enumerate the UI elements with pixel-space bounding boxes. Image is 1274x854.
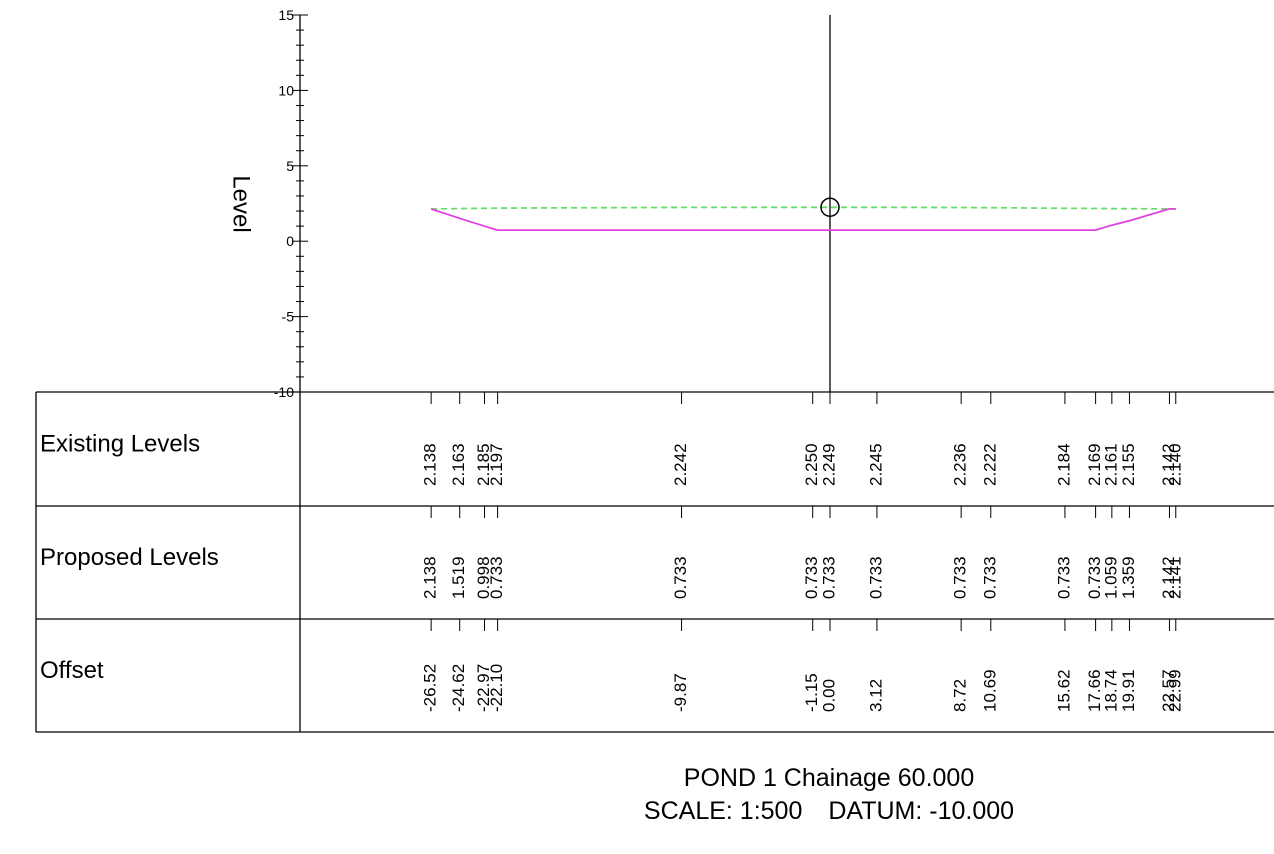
y-tick-label: 15	[278, 7, 294, 23]
section-title: POND 1 Chainage 60.000	[683, 764, 975, 792]
table-value: 1.059	[1101, 556, 1120, 599]
table-value: 2.141	[1165, 556, 1184, 599]
table-value: 0.733	[819, 556, 838, 599]
table-value: 22.57	[1159, 669, 1178, 712]
table-value: 0.733	[671, 556, 690, 599]
table-value: 0.733	[1054, 556, 1073, 599]
table-value: 2.155	[1119, 443, 1138, 486]
table-value: -1.15	[802, 673, 821, 712]
series-line-existing	[431, 206, 1176, 210]
table-value: 18.74	[1101, 669, 1120, 712]
table-value: 0.733	[802, 556, 821, 599]
table-value: 3.12	[866, 679, 885, 712]
table-value: 2.185	[474, 443, 493, 486]
table-row-label: Proposed Levels	[40, 544, 219, 571]
table-value: 2.142	[1159, 556, 1178, 599]
plot-area	[430, 15, 1176, 392]
scale-text: SCALE: 1:500	[643, 797, 803, 825]
table-value: -22.10	[487, 664, 506, 712]
table-row-label: Existing Levels	[40, 430, 200, 457]
table-value: 2.169	[1085, 443, 1104, 486]
table-value: -24.62	[449, 664, 468, 712]
table-value: 8.72	[951, 679, 970, 712]
table-value: 0.733	[487, 556, 506, 599]
y-tick-label: 5	[286, 158, 294, 174]
y-axis-label: Level	[228, 175, 255, 232]
table-value: 0.998	[474, 556, 493, 599]
table-value: 1.359	[1119, 556, 1138, 599]
table-value: 2.161	[1101, 443, 1120, 486]
table-value: 10.69	[980, 669, 999, 712]
centerline-marker	[820, 197, 840, 218]
table-value: 0.733	[1085, 556, 1104, 599]
table-value: 0.733	[980, 556, 999, 599]
table-value: 22.99	[1165, 669, 1184, 712]
table-value: 0.00	[819, 679, 838, 712]
table-value: 17.66	[1085, 669, 1104, 712]
y-tick-label: 10	[278, 82, 294, 98]
datum-text: DATUM: -10.000	[828, 797, 1015, 825]
table-value: 15.62	[1054, 669, 1073, 712]
table-value: 2.242	[671, 443, 690, 486]
table-value: -26.52	[421, 664, 440, 712]
table-value: -22.97	[474, 664, 493, 712]
series-line-proposed	[430, 207, 1176, 232]
table-value: 2.184	[1054, 443, 1073, 486]
table-value: 2.236	[951, 443, 970, 486]
section-subtitle: SCALE: 1:500 DATUM: -10.000	[529, 797, 1129, 826]
table-value: 0.733	[951, 556, 970, 599]
table-value: 2.142	[1159, 443, 1178, 486]
table-value: 1.519	[449, 556, 468, 599]
table-row-label: Offset	[40, 657, 104, 684]
table-value: 2.138	[421, 443, 440, 486]
table-value: 2.163	[449, 443, 468, 486]
table-value: 2.250	[802, 443, 821, 486]
y-tick-label: -5	[282, 309, 295, 325]
table-value: 2.140	[1165, 443, 1184, 486]
table-value: 2.222	[980, 443, 999, 486]
table-value: 2.197	[487, 443, 506, 486]
table-value: 2.245	[866, 443, 885, 486]
table-value: 0.733	[866, 556, 885, 599]
table-value: 2.138	[421, 556, 440, 599]
y-tick-label: 0	[286, 233, 294, 249]
table-value: 2.249	[819, 443, 838, 486]
table-value: 19.91	[1119, 669, 1138, 712]
table-value: -9.87	[671, 673, 690, 712]
